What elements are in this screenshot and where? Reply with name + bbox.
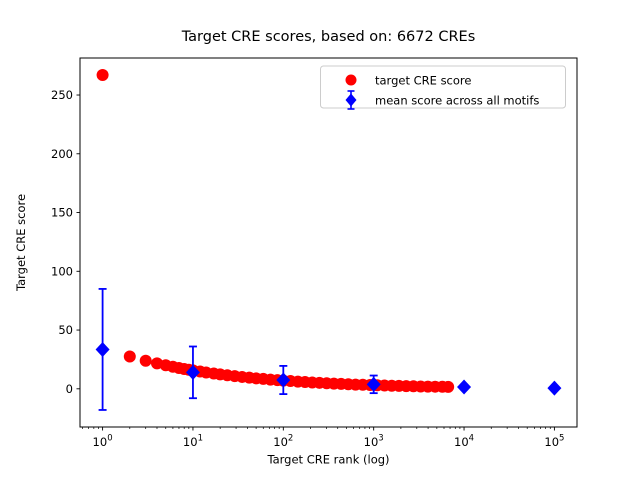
y-tick-label: 200: [51, 147, 73, 161]
red-point: [96, 69, 109, 82]
plot-layer: 0 50 100 150 200 250 100 101 102 103 104 105: [51, 57, 578, 450]
x-axis-label: Target CRE rank (log): [266, 453, 389, 467]
y-tick-label: 50: [58, 323, 73, 337]
x-tick-label: 102: [273, 434, 293, 450]
y-tick-label: 250: [51, 88, 73, 102]
blue-mean-point: [547, 380, 562, 396]
y-tick-label: 150: [51, 206, 73, 220]
red-point: [442, 380, 455, 393]
legend-label: mean score across all motifs: [375, 94, 539, 108]
diamond-errorbar-icon: [345, 90, 357, 110]
x-tick-label: 104: [454, 434, 474, 450]
blue-mean-point: [366, 376, 381, 392]
y-tick-label: 100: [51, 264, 73, 278]
axes-frame: [79, 57, 578, 428]
legend: target CRE score mean score across all m…: [320, 65, 566, 110]
blue-mean-point: [276, 372, 291, 388]
red-point: [139, 354, 152, 367]
chart-title: Target CRE scores, based on: 6672 CREs: [181, 29, 476, 45]
legend-label: target CRE score: [375, 74, 471, 88]
x-tick-label: 105: [544, 434, 564, 450]
circle-icon: [345, 74, 357, 86]
y-axis-label: Target CRE score: [14, 194, 28, 292]
blue-mean-point: [457, 379, 472, 395]
y-tick-label: 0: [66, 382, 73, 396]
red-point: [123, 350, 136, 363]
blue-mean-point: [185, 364, 200, 380]
x-tick-label: 103: [364, 434, 384, 450]
x-tick-label: 100: [93, 434, 113, 450]
x-tick-label: 101: [183, 434, 203, 450]
legend-box: [320, 65, 566, 109]
blue-mean-point: [95, 341, 110, 357]
